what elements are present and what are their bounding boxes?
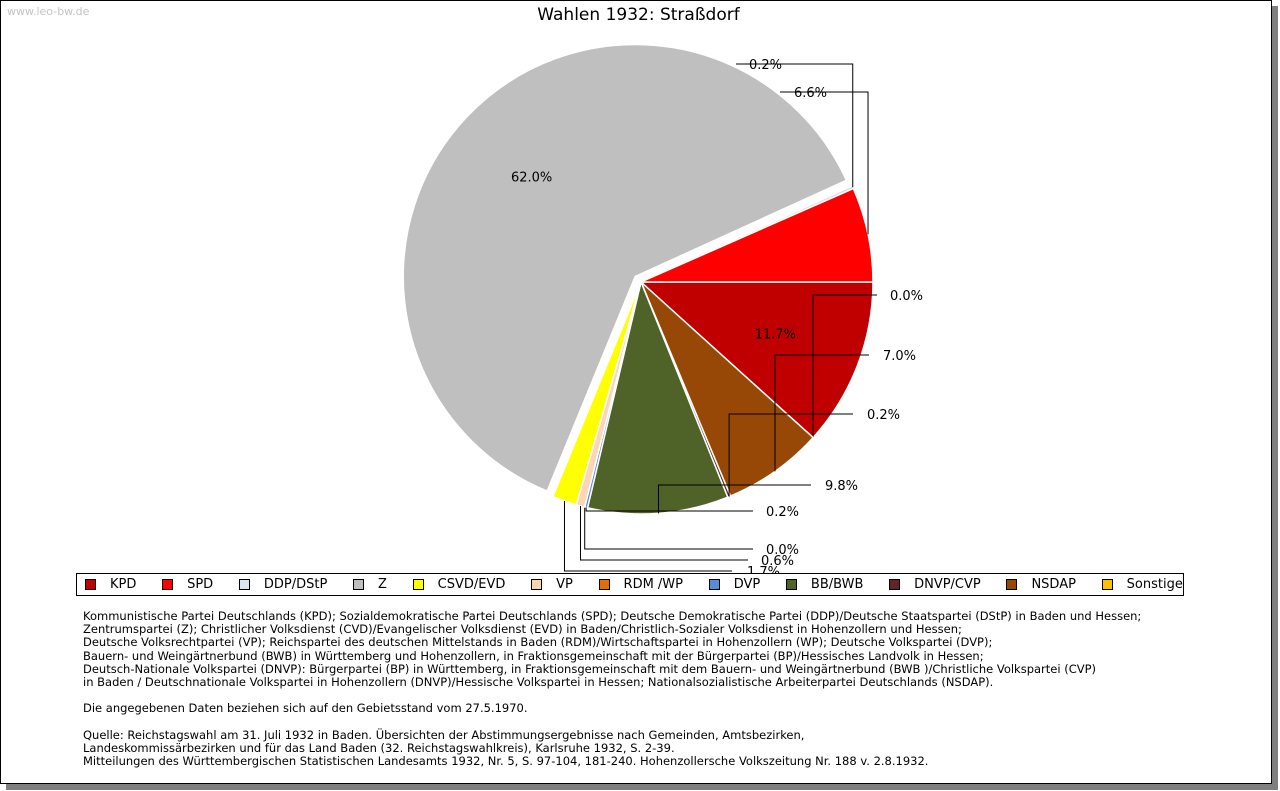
legend-label: RDM /WP bbox=[623, 577, 683, 592]
chart-title: Wahlen 1932: Straßdorf bbox=[537, 5, 740, 25]
legend-item: DDP/DStP bbox=[238, 577, 328, 592]
legend-swatch bbox=[1101, 579, 1113, 590]
legend-item: DVP bbox=[708, 577, 761, 592]
leader-line bbox=[736, 63, 854, 188]
slice-label: 62.0% bbox=[511, 171, 552, 186]
legend: KPD SPD DDP/DStP Z CSVD/EVD VP RDM /WP DVP BB/BW… bbox=[76, 573, 1184, 596]
pie-slice-z bbox=[402, 43, 848, 493]
legend-label: DVP bbox=[733, 577, 761, 592]
party-note-line: in Baden / Deutschnationale Volkspartei … bbox=[83, 675, 994, 690]
territory-note: Die angegebenen Daten beziehen sich auf … bbox=[83, 702, 1203, 715]
leader-line bbox=[812, 294, 877, 438]
territory-note-line: Die angegebenen Daten beziehen sich auf … bbox=[83, 701, 528, 716]
legend-swatch bbox=[598, 579, 610, 590]
legend-swatch bbox=[531, 579, 543, 590]
slice-label: 0.6% bbox=[761, 554, 794, 569]
notes: Kommunistische Partei Deutschlands (KPD)… bbox=[83, 609, 1203, 782]
legend-swatch bbox=[785, 579, 797, 590]
leader-line bbox=[563, 501, 732, 572]
leader-line bbox=[728, 413, 853, 497]
source-note-line: Mitteilungen des Württembergischen Stati… bbox=[83, 754, 929, 769]
legend-item: DNVP/CVP bbox=[889, 577, 981, 592]
party-notes: Kommunistische Partei Deutschlands (KPD)… bbox=[83, 609, 1203, 690]
slice-label: 7.0% bbox=[883, 349, 916, 364]
party-note-line: Bauern- und Weingärtnerbund (BWB) in Wür… bbox=[83, 648, 984, 663]
leader-line bbox=[585, 507, 753, 512]
leader-line bbox=[579, 505, 748, 561]
legend-label: DNVP/CVP bbox=[914, 577, 981, 592]
legend-label: BB/BWB bbox=[810, 577, 864, 592]
source-note-line: Quelle: Reichstagswahl am 31. Juli 1932 … bbox=[83, 727, 805, 742]
source-notes: Quelle: Reichstagswahl am 31. Juli 1932 … bbox=[83, 727, 1203, 769]
pie-slice-spd bbox=[640, 187, 874, 283]
frame-shadow-bottom bbox=[6, 784, 1278, 790]
party-note-line: Zentrumspartei (Z); Christlicher Volksdi… bbox=[83, 622, 962, 637]
slice-label: 0.2% bbox=[749, 58, 782, 73]
legend-label: KPD bbox=[110, 577, 137, 592]
legend-item: Z bbox=[353, 577, 387, 592]
slice-label: 9.8% bbox=[825, 479, 858, 494]
legend-item: SPD bbox=[162, 577, 213, 592]
slice-label: 6.6% bbox=[794, 86, 827, 101]
legend-item: BB/BWB bbox=[785, 577, 864, 592]
legend-item: VP bbox=[531, 577, 573, 592]
legend-item: RDM /WP bbox=[598, 577, 683, 592]
slice-label: 0.2% bbox=[766, 505, 799, 520]
party-note-line: Deutsche Volksrechtpartei (VP); Reichspa… bbox=[83, 635, 993, 650]
legend-label: Z bbox=[378, 577, 387, 592]
source-note-line: Landeskommissärbezirken und für das Land… bbox=[83, 741, 675, 755]
party-note-line: Kommunistische Partei Deutschlands (KPD)… bbox=[83, 609, 1142, 623]
legend-item: NSDAP bbox=[1006, 577, 1076, 592]
leader-line bbox=[780, 91, 869, 235]
legend-swatch bbox=[708, 579, 720, 590]
leader-line bbox=[584, 507, 753, 550]
legend-swatch bbox=[162, 579, 174, 590]
legend-item: CSVD/EVD bbox=[412, 577, 506, 592]
slice-label: 0.0% bbox=[890, 289, 923, 304]
slice-label: 0.2% bbox=[867, 408, 900, 423]
legend-label: VP bbox=[556, 577, 573, 592]
legend-item: KPD bbox=[85, 577, 136, 592]
legend-swatch bbox=[85, 579, 96, 590]
legend-swatch bbox=[353, 579, 365, 590]
legend-swatch bbox=[889, 579, 901, 590]
leader-line bbox=[657, 484, 811, 514]
party-note-line: Deutsch-Nationale Volkspartei (DNVP): Bü… bbox=[83, 661, 1097, 676]
frame-shadow-right bbox=[1272, 6, 1278, 790]
legend-label: DDP/DStP bbox=[263, 577, 328, 592]
slice-label: 0.0% bbox=[766, 543, 799, 558]
legend-label: CSVD/EVD bbox=[437, 577, 506, 592]
legend-label: SPD bbox=[187, 577, 214, 592]
legend-item: Sonstige bbox=[1101, 577, 1183, 592]
leader-line bbox=[774, 354, 869, 472]
legend-swatch bbox=[1006, 579, 1018, 590]
legend-swatch bbox=[412, 579, 424, 590]
slice-label: 11.7% bbox=[755, 328, 796, 343]
legend-swatch bbox=[238, 579, 250, 590]
legend-label: Sonstige bbox=[1126, 577, 1183, 592]
pie-slice-kpd bbox=[639, 281, 874, 439]
watermark: www.leo-bw.de bbox=[7, 5, 90, 18]
legend-label: NSDAP bbox=[1031, 577, 1076, 592]
